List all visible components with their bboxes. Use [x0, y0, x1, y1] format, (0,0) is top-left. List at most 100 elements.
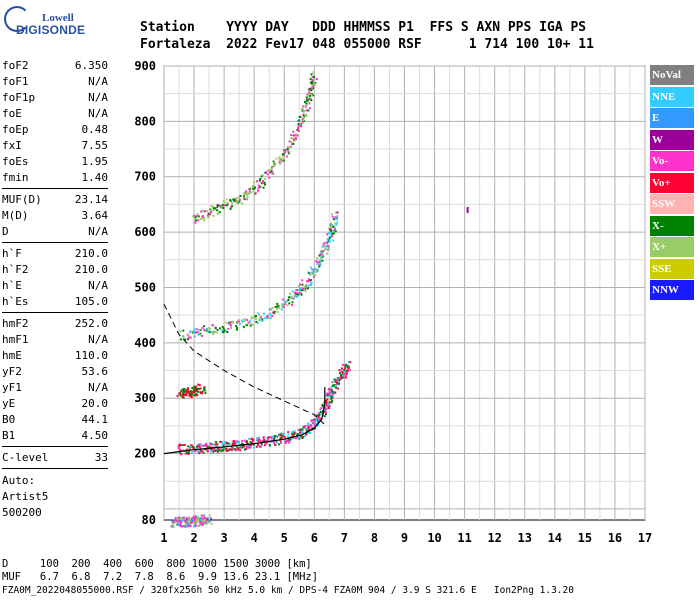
- echo-mark: [302, 288, 305, 290]
- echo-mark: [315, 271, 318, 273]
- echo-mark: [325, 413, 327, 416]
- param-name: MUF(D): [2, 193, 42, 206]
- echo-mark: [197, 444, 200, 447]
- echo-mark: [200, 514, 203, 517]
- echo-mark: [346, 366, 349, 369]
- echo-mark: [246, 446, 248, 449]
- echo-mark: [203, 514, 205, 517]
- echo-mark: [332, 239, 335, 242]
- echo-mark: [325, 404, 328, 406]
- echo-mark: [193, 391, 196, 394]
- echo-mark: [205, 210, 208, 212]
- echo-mark: [305, 98, 308, 101]
- echo-mark: [348, 368, 351, 371]
- param-value: N/A: [88, 333, 108, 346]
- echo-mark: [302, 113, 305, 116]
- echo-mark: [271, 172, 274, 175]
- echo-mark: [194, 394, 197, 397]
- echo-mark: [223, 330, 225, 333]
- echo-mark: [333, 391, 336, 394]
- echo-mark: [217, 450, 220, 453]
- echo-mark: [287, 152, 290, 155]
- echo-mark: [313, 427, 316, 430]
- echo-mark: [241, 202, 244, 205]
- echo-mark: [201, 517, 204, 520]
- echo-mark: [187, 445, 190, 448]
- echo-mark: [235, 197, 238, 200]
- echo-mark: [321, 405, 324, 408]
- echo-mark: [198, 452, 201, 455]
- echo-mark: [283, 151, 286, 154]
- ionogram-plot: 1 2 3 4 5 6 7 8 9 10 11 12 13 14 15 16 17802003004005006…: [134, 59, 652, 545]
- echo-mark: [294, 291, 297, 294]
- echo-mark: [202, 215, 204, 217]
- echo-mark: [184, 338, 187, 341]
- echo-mark: [251, 316, 254, 319]
- echo-mark: [289, 145, 292, 148]
- echo-mark: [312, 71, 315, 74]
- echo-mark: [347, 360, 350, 363]
- echo-mark: [247, 321, 250, 324]
- echo-mark: [345, 376, 348, 379]
- param-value: 105.0: [74, 295, 108, 308]
- logo-digisonde-text: DIGISONDE: [16, 23, 86, 37]
- param-value: 23.14: [74, 193, 108, 206]
- echo-mark: [313, 424, 316, 427]
- echo-mark: [319, 253, 322, 256]
- echo-mark: [204, 516, 207, 519]
- echo-mark: [210, 331, 213, 333]
- echo-mark: [332, 232, 335, 235]
- echo-mark: [287, 432, 290, 435]
- echo-mark: [299, 435, 302, 438]
- echo-mark: [336, 221, 339, 224]
- echo-mark: [291, 431, 294, 434]
- echo-mark: [237, 319, 240, 322]
- echo-mark: [323, 242, 326, 244]
- echo-mark: [247, 446, 250, 449]
- echo-mark: [246, 192, 249, 195]
- param-name: foE: [2, 107, 22, 120]
- echo-mark: [296, 134, 299, 137]
- echo-mark: [184, 522, 187, 525]
- echo-mark: [304, 425, 307, 427]
- echo-mark: [291, 304, 293, 306]
- echo-mark: [193, 328, 196, 331]
- echo-mark: [209, 446, 212, 449]
- param-value: 210.0: [74, 263, 108, 276]
- echo-mark: [344, 365, 347, 367]
- param-name: h`F2: [2, 263, 29, 276]
- echo-mark: [297, 429, 300, 432]
- echo-mark: [205, 443, 208, 446]
- echo-mark: [299, 429, 302, 432]
- param-row: yF1 N/A: [2, 380, 108, 396]
- echo-mark: [301, 428, 304, 431]
- param-value: N/A: [88, 225, 108, 238]
- echo-mark: [202, 451, 205, 454]
- echo-mark: [331, 389, 333, 392]
- echo-mark: [314, 274, 317, 277]
- param-row: hmF2 252.0: [2, 316, 108, 332]
- param-value: 20.0: [81, 397, 109, 410]
- param-name: h`E: [2, 279, 22, 292]
- echo-mark: [259, 185, 262, 188]
- echo-mark: [206, 329, 209, 332]
- echo-mark: [210, 448, 213, 451]
- echo-mark: [173, 521, 175, 524]
- echo-mark: [318, 265, 321, 268]
- echo-mark: [303, 286, 306, 288]
- echo-mark: [327, 388, 330, 391]
- echo-mark: [349, 361, 352, 364]
- echo-mark: [292, 142, 295, 145]
- y-tick-label: 300: [134, 391, 156, 405]
- echo-mark: [209, 327, 211, 330]
- echo-mark: [212, 450, 215, 453]
- y-tick-label: 900: [134, 59, 156, 73]
- echo-mark: [194, 519, 197, 522]
- echo-mark: [278, 443, 280, 446]
- echo-mark: [324, 248, 327, 251]
- echo-mark: [301, 121, 304, 124]
- echo-mark: [186, 523, 189, 526]
- echo-mark: [302, 108, 305, 111]
- echo-mark: [233, 444, 236, 446]
- echo-mark: [270, 169, 273, 171]
